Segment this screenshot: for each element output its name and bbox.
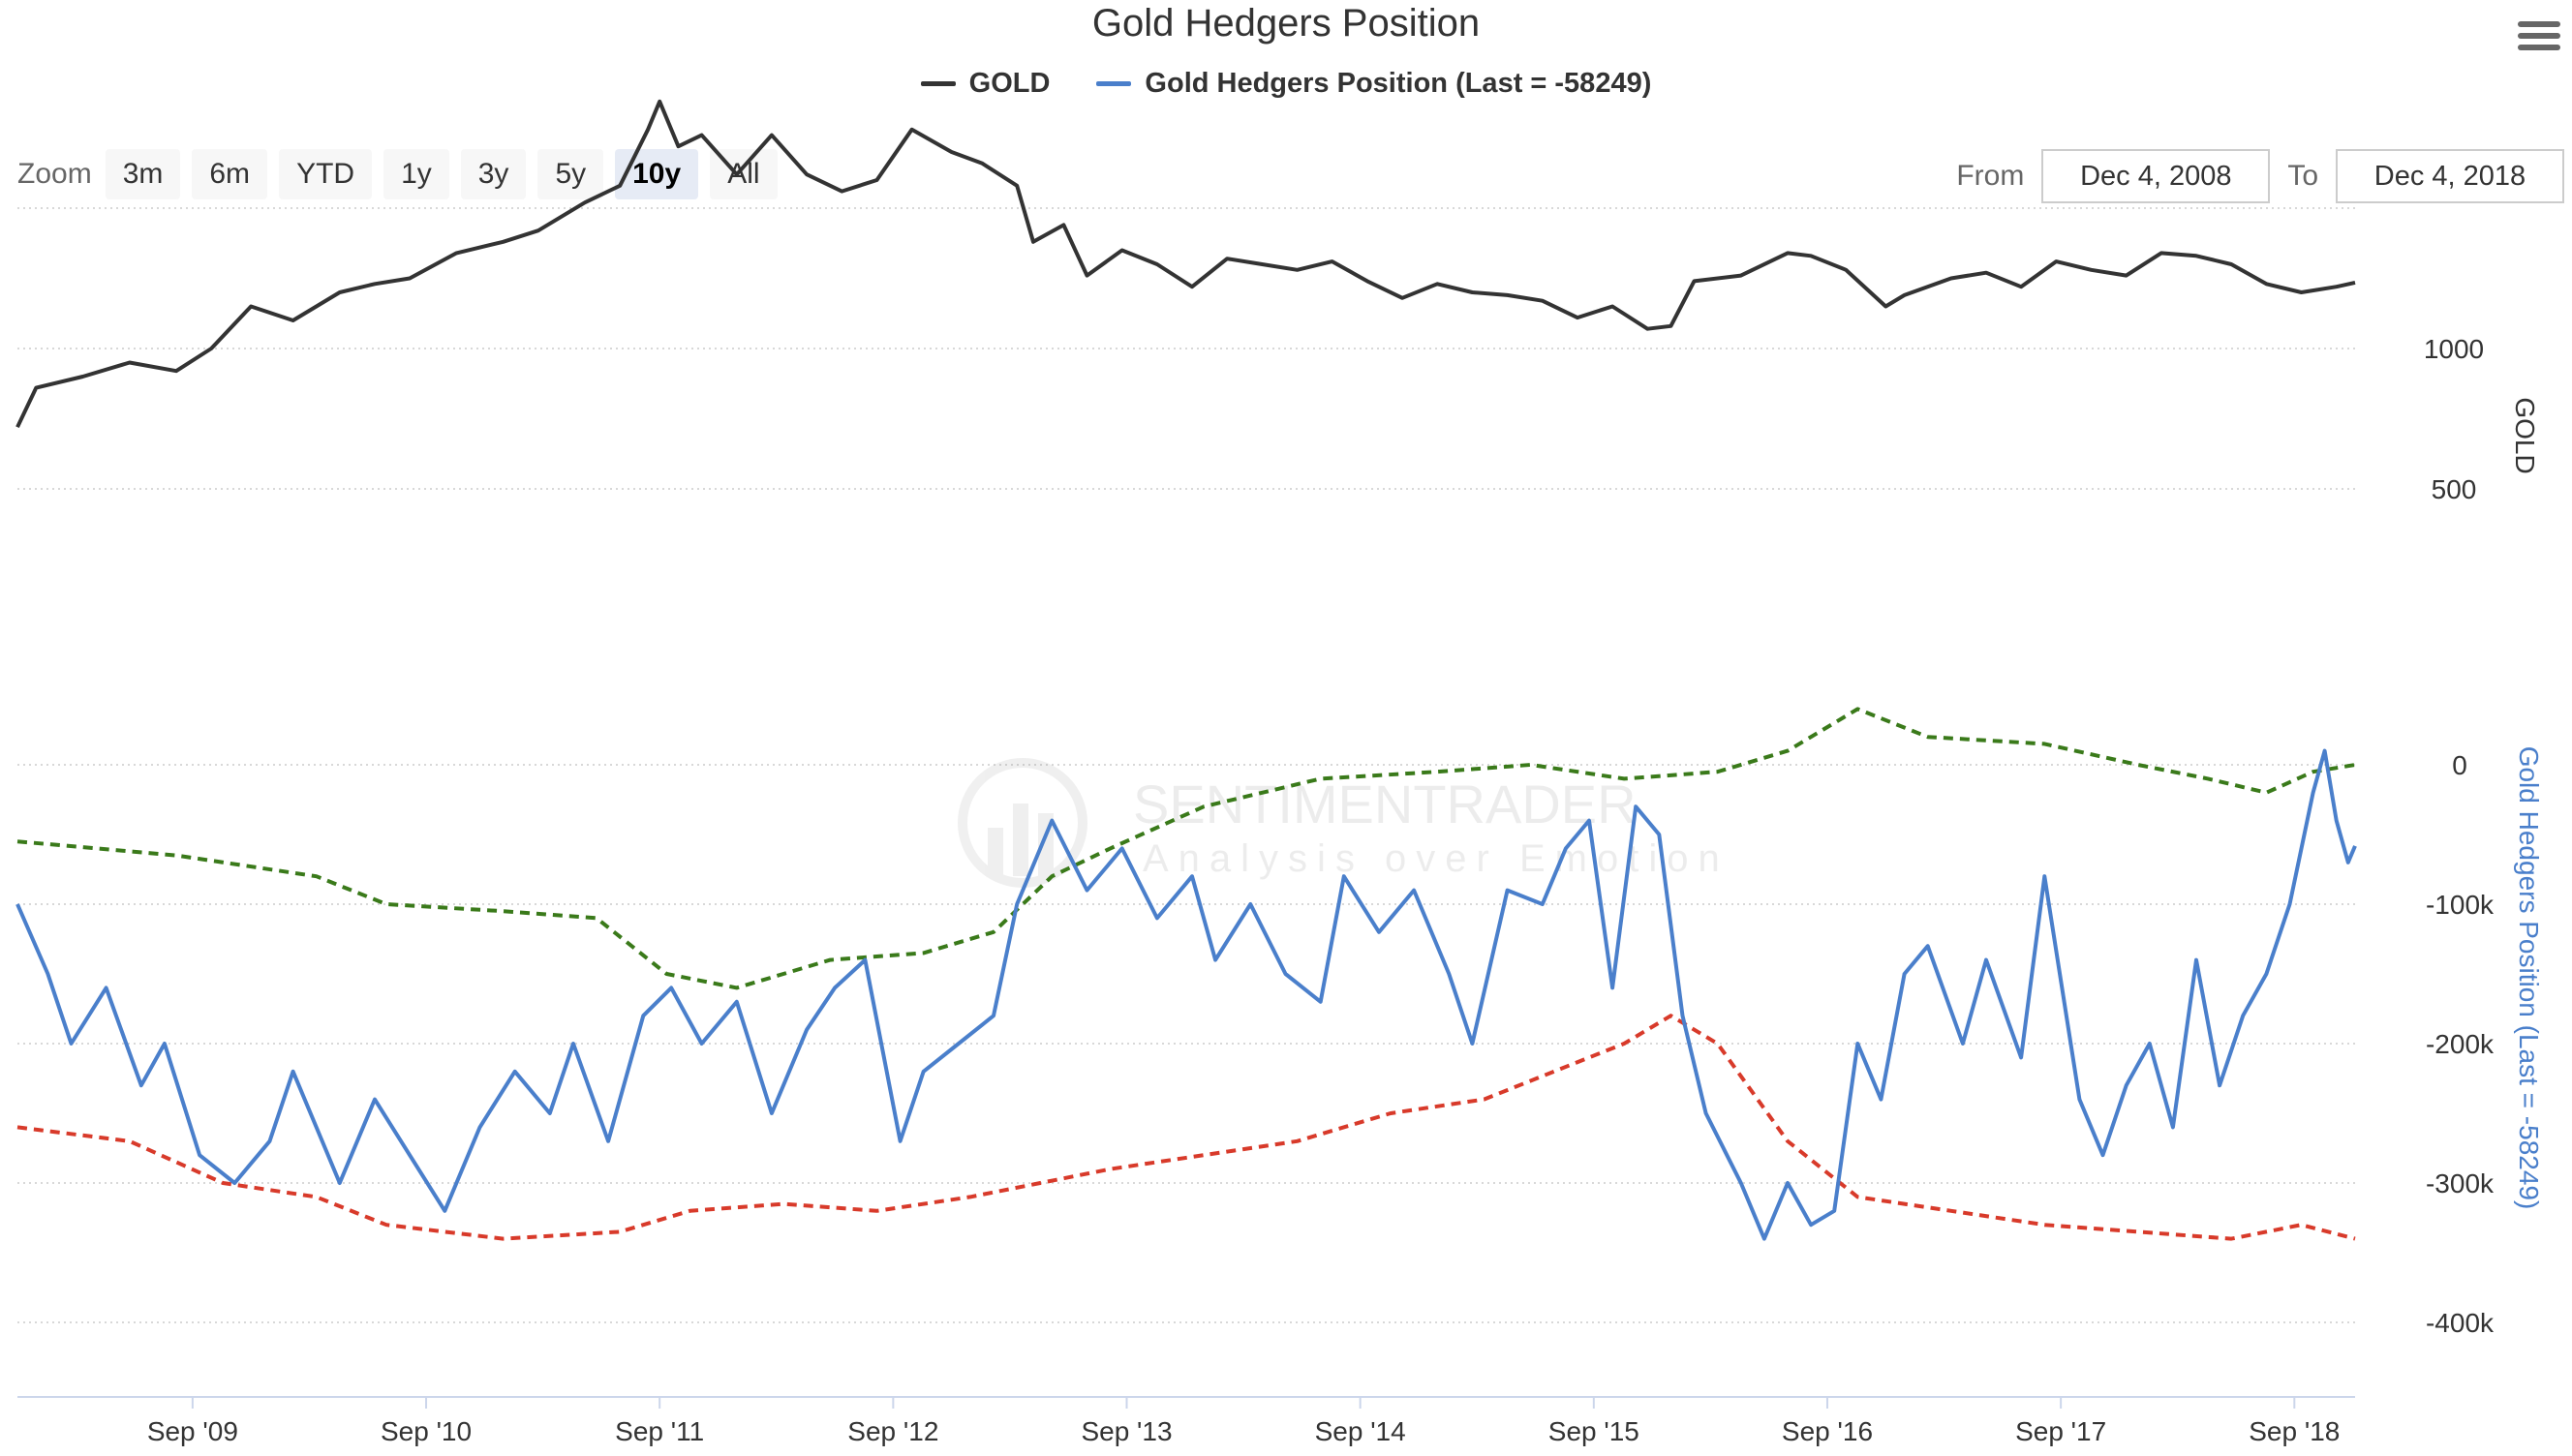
hedgers-ytick-2: -200k (2426, 1029, 2495, 1059)
hedgers-ytick-4: 0 (2452, 750, 2467, 780)
xtick-label-3: Sep '12 (847, 1416, 938, 1446)
hedgers-series-line[interactable] (15, 748, 2357, 1241)
legend-label-hedgers: Gold Hedgers Position (Last = -58249) (1145, 68, 1652, 99)
xtick-label-4: Sep '13 (1081, 1416, 1172, 1446)
legend-item-gold[interactable]: GOLD (920, 68, 1051, 100)
xtick-label-0: Sep '09 (147, 1416, 238, 1446)
watermark-main: SENTIMENTRADER (1133, 774, 1637, 834)
date-range: From Dec 4, 2008 To Dec 4, 2018 (1956, 149, 2564, 203)
hedgers-ytick-3: -100k (2426, 890, 2495, 920)
xtick-label-2: Sep '11 (615, 1416, 704, 1446)
zoom-button-6m[interactable]: 6m (192, 149, 268, 199)
legend-item-hedgers[interactable]: Gold Hedgers Position (Last = -58249) (1096, 68, 1651, 100)
to-date-input[interactable]: Dec 4, 2018 (2336, 149, 2564, 203)
xtick-label-5: Sep '14 (1315, 1416, 1406, 1446)
xtick-label-9: Sep '18 (2249, 1416, 2340, 1446)
hedgers-ytick-0: -400k (2426, 1308, 2495, 1338)
to-label: To (2287, 160, 2318, 192)
xtick-label-1: Sep '10 (381, 1416, 472, 1446)
gold-ytick-0: 500 (2432, 474, 2477, 504)
zoom-button-10y[interactable]: 10y (615, 149, 699, 199)
y-axis-title-gold: GOLD (2510, 397, 2540, 473)
legend: GOLD Gold Hedgers Position (Last = -5824… (0, 68, 2572, 100)
legend-swatch-gold (920, 81, 956, 86)
hamburger-menu-icon[interactable] (2518, 15, 2560, 58)
from-date-input[interactable]: Dec 4, 2008 (2041, 149, 2271, 203)
watermark-sub: Analysis over Emotion (1143, 837, 1730, 880)
zoom-button-ytd[interactable]: YTD (279, 149, 373, 199)
upper-band-line[interactable] (16, 707, 2356, 990)
zoom-button-3m[interactable]: 3m (105, 149, 181, 199)
gridlines (17, 207, 2355, 1398)
chart-title: Gold Hedgers Position (1091, 2, 1481, 45)
lower-band-line[interactable] (16, 1014, 2356, 1241)
zoom-label: Zoom (17, 158, 92, 190)
watermark-logo-icon (958, 758, 1087, 888)
from-label: From (1956, 160, 2025, 192)
legend-label-gold: GOLD (968, 68, 1051, 99)
gold-series-line[interactable] (15, 99, 2356, 429)
gold-ytick-1: 1000 (2424, 334, 2484, 364)
zoom-button-5y[interactable]: 5y (537, 149, 604, 199)
zoom-button-all[interactable]: All (710, 149, 778, 199)
zoom-bar: Zoom 3m 6m YTD 1y 3y 5y 10y All (17, 149, 778, 199)
xtick-label-8: Sep '17 (2015, 1416, 2106, 1446)
y-axis-title-hedgers: Gold Hedgers Position (Last = -58249) (2514, 746, 2544, 1210)
hedgers-ytick-1: -300k (2426, 1168, 2495, 1198)
zoom-button-1y[interactable]: 1y (383, 149, 449, 199)
xtick-label-6: Sep '15 (1548, 1416, 1639, 1446)
watermark-bar-1 (988, 828, 1003, 876)
xtick-label-7: Sep '16 (1782, 1416, 1873, 1446)
legend-swatch-hedgers (1096, 81, 1132, 86)
watermark-bar-2 (1013, 804, 1028, 876)
zoom-button-3y[interactable]: 3y (460, 149, 527, 199)
